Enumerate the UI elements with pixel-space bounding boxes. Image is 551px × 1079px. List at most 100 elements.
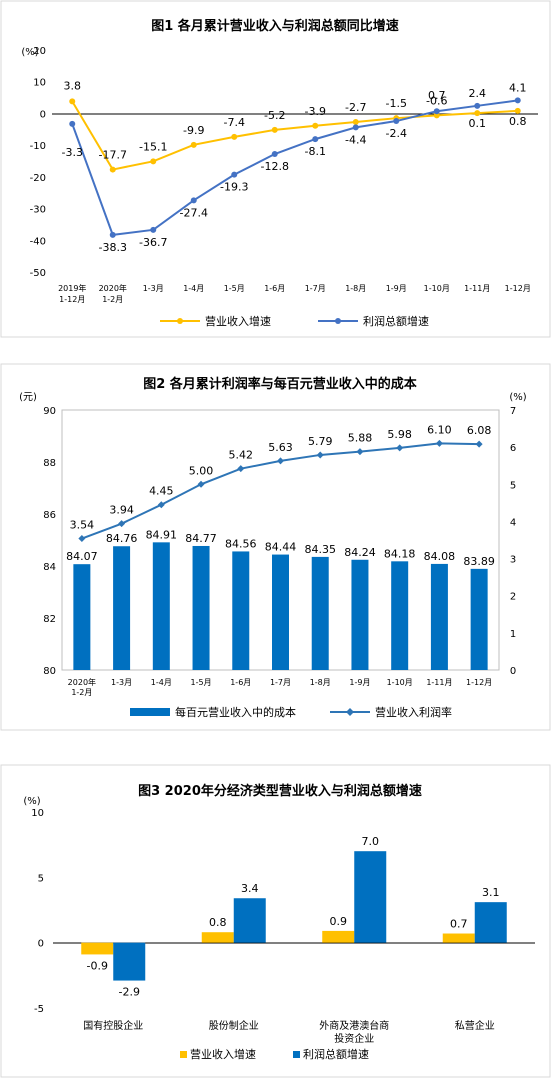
- data-label: 4.1: [509, 81, 527, 94]
- data-point: [271, 151, 278, 158]
- data-point: [231, 133, 238, 140]
- bar-data-label: 84.18: [384, 547, 416, 560]
- y-right-tick-label: 2: [510, 592, 516, 603]
- data-point: [150, 226, 157, 233]
- data-point: [393, 118, 400, 125]
- y-left-tick-label: 82: [43, 614, 56, 625]
- x-tick-label: 1-12月: [505, 284, 531, 293]
- x-tick-label-line: 1-5月: [224, 284, 245, 293]
- x-tick-label-line: 1-8月: [345, 284, 366, 293]
- x-tick-label-line: 1-6月: [264, 284, 285, 293]
- x-category-label: 国有控股企业: [83, 1019, 143, 1032]
- data-point: [69, 120, 76, 127]
- bar-data-label: 0.9: [330, 915, 348, 928]
- x-tick-label-line: 1-3月: [111, 678, 132, 687]
- x-tick-label-line: 1-7月: [270, 678, 291, 687]
- x-tick-label: 1-3月: [111, 678, 132, 687]
- legend-label-revenue-3: 营业收入增速: [190, 1047, 256, 1061]
- x-tick-label: 1-4月: [151, 678, 172, 687]
- bar-data-label: 0.8: [209, 916, 227, 929]
- x-category-label: 股份制企业: [209, 1019, 259, 1032]
- legend-marker-margin: [346, 708, 354, 716]
- line-data-label: 6.10: [427, 423, 452, 436]
- line-data-label: 5.63: [268, 441, 293, 454]
- x-tick-label: 1-4月: [183, 284, 204, 293]
- y-tick-label: 5: [38, 873, 44, 884]
- cost-bar: [272, 554, 289, 670]
- data-point: [312, 136, 319, 143]
- x-tick-label-line: 1-2月: [71, 688, 92, 697]
- data-point: [109, 166, 116, 173]
- data-label: -3.3: [62, 146, 83, 159]
- x-tick-label: 1-11月: [426, 678, 452, 687]
- bar-data-label: -2.9: [119, 986, 140, 999]
- margin-point: [197, 480, 205, 488]
- x-tick-label-line: 1-8月: [310, 678, 331, 687]
- data-label: 0.7: [428, 89, 446, 102]
- x-tick-label-line: 1-4月: [183, 284, 204, 293]
- y-tick-label: -20: [30, 173, 46, 184]
- data-label: -8.1: [305, 145, 326, 158]
- margin-point: [316, 451, 324, 459]
- y-right-tick-label: 7: [510, 406, 516, 417]
- x-tick-label: 1-5月: [224, 284, 245, 293]
- legend-label-profit-3: 利润总额增速: [303, 1047, 369, 1061]
- x-category-label: 外商及港澳台商投资企业: [319, 1019, 389, 1045]
- bar-data-label: 84.91: [146, 528, 178, 541]
- cost-bar: [192, 545, 210, 670]
- data-label: -5.2: [264, 109, 285, 122]
- cost-bar: [152, 542, 170, 670]
- data-point: [474, 102, 481, 109]
- legend-label-cost: 每百元营业收入中的成本: [175, 705, 296, 719]
- data-point: [514, 107, 521, 114]
- x-tick-label-line: 1-9月: [349, 678, 370, 687]
- bar-data-label: 3.4: [241, 882, 259, 895]
- x-category-label-line: 外商及港澳台商: [319, 1019, 389, 1032]
- x-tick-label: 1-11月: [464, 284, 490, 293]
- chart-2-ylabel-left: (元): [19, 392, 37, 403]
- margin-point: [157, 501, 165, 509]
- data-label: -2.4: [386, 127, 407, 140]
- data-point: [433, 108, 440, 115]
- data-label: -7.4: [224, 116, 245, 129]
- chart-2-frame: [0, 363, 551, 731]
- revenue-bar: [322, 930, 355, 943]
- data-point: [352, 118, 359, 125]
- y-left-tick-label: 86: [43, 510, 56, 521]
- bar-data-label: 84.56: [225, 537, 257, 550]
- legend-marker-profit: [335, 318, 341, 324]
- data-label: 2.4: [469, 87, 487, 100]
- data-label: -19.3: [220, 181, 248, 194]
- bar-data-label: 84.44: [265, 541, 297, 554]
- margin-point: [356, 448, 364, 456]
- profit-bar: [474, 902, 507, 943]
- data-label: -2.7: [345, 101, 366, 114]
- chart-1-frame: [0, 0, 551, 338]
- y-right-tick-label: 4: [510, 517, 516, 528]
- data-point: [474, 110, 481, 117]
- bar-data-label: 3.1: [482, 886, 500, 899]
- margin-point: [435, 439, 443, 447]
- line-data-label: 5.79: [308, 435, 333, 448]
- x-tick-label-line: 1-2月: [102, 295, 123, 304]
- y-left-tick-label: 84: [43, 562, 56, 573]
- series-line-0: [71, 100, 518, 171]
- y-right-tick-label: 1: [510, 629, 516, 640]
- legend-marker-revenue: [177, 318, 183, 324]
- margin-point: [237, 465, 245, 473]
- line-data-label: 3.94: [109, 504, 134, 517]
- x-tick-label-line: 1-4月: [151, 678, 172, 687]
- bar-data-label: 84.08: [424, 550, 456, 563]
- cost-bar: [391, 561, 409, 670]
- data-label: -4.4: [345, 133, 366, 146]
- data-label: -12.8: [261, 160, 289, 173]
- bar-data-label: 84.07: [66, 550, 98, 563]
- chart-2-legend: 每百元营业收入中的成本 营业收入利润率: [130, 705, 452, 719]
- x-tick-label: 1-5月: [191, 678, 212, 687]
- y-tick-label: -40: [30, 236, 46, 247]
- x-tick-label: 1-12月: [466, 678, 492, 687]
- y-left-tick-label: 90: [43, 406, 56, 417]
- data-label: -3.9: [305, 105, 326, 118]
- x-tick-label: 1-9月: [349, 678, 370, 687]
- x-tick-label: 1-10月: [387, 678, 413, 687]
